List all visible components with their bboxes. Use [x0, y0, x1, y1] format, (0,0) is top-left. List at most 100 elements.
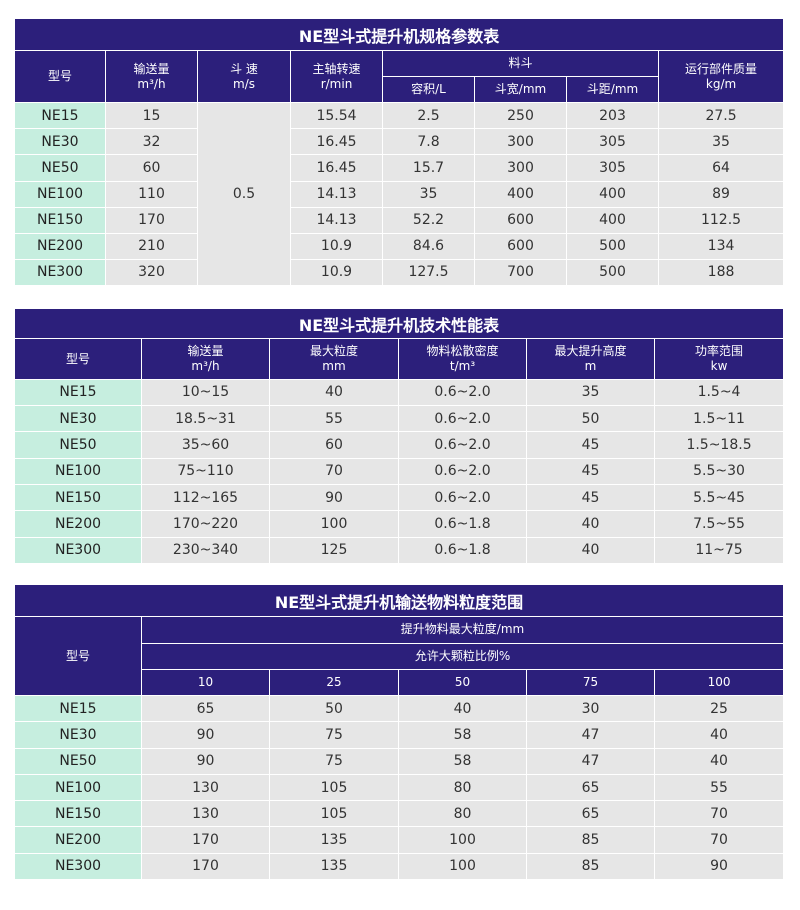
table-row: NE100 110 14.13 35 400 400 89	[14, 180, 785, 208]
perf-header-power-unit: kw	[710, 359, 728, 374]
pitch-cell: 500	[566, 232, 659, 260]
pitch-cell: 400	[566, 206, 659, 234]
table-row: NE300 170 135 100 85 90	[14, 852, 785, 881]
density-cell: 0.6~2.0	[398, 483, 527, 512]
capacity-cell: 32	[105, 128, 198, 156]
model-cell: NE200	[14, 826, 142, 854]
capacity-cell: 60	[105, 154, 198, 182]
perf-header-density: 物料松散密度 t/m³	[398, 338, 527, 380]
size-cell: 70	[269, 457, 399, 486]
pitch-cell: 305	[566, 128, 659, 156]
power-cell: 1.5~18.5	[653, 431, 785, 459]
perf-header-capacity-unit: m³/h	[191, 359, 220, 374]
spec-header-capacity-label: 输送量	[133, 61, 170, 76]
grain-header-max-size: 提升物料最大粒度/mm	[140, 616, 785, 644]
capacity-cell: 170	[105, 206, 198, 234]
density-cell: 0.6~2.0	[398, 378, 527, 407]
grain-value-cell: 135	[269, 826, 399, 854]
model-cell: NE300	[14, 258, 106, 287]
grain-value-cell: 80	[398, 800, 527, 828]
spec-header-pitch: 斗距/mm	[566, 76, 659, 104]
table-row: NE150 112~165 90 0.6~2.0 45 5.5~45	[14, 483, 785, 512]
table-row: NE15 15 0.5 15.54 2.5 250 203 27.5	[14, 102, 785, 286]
grain-value-cell: 170	[141, 852, 270, 881]
width-cell: 700	[474, 258, 567, 287]
model-cell: NE30	[14, 721, 142, 749]
grain-header-col-100: 100	[653, 668, 785, 697]
spec-table: NE型斗式提升机规格参数表 型号 输送量 m³/h 斗 速 m/s 主轴转速 r…	[13, 17, 785, 287]
height-cell: 45	[526, 431, 655, 459]
power-cell: 11~75	[653, 536, 785, 565]
model-cell: NE150	[14, 206, 106, 234]
pitch-cell: 400	[566, 180, 659, 208]
mass-cell: 112.5	[657, 206, 785, 234]
power-cell: 5.5~45	[653, 483, 785, 512]
model-cell: NE200	[14, 510, 142, 538]
mass-cell: 134	[657, 232, 785, 260]
model-cell: NE150	[14, 483, 142, 512]
width-cell: 400	[474, 180, 567, 208]
perf-header-height-label: 最大提升高度	[554, 344, 627, 359]
volume-cell: 35	[382, 180, 475, 208]
performance-table-title: NE型斗式提升机技术性能表	[13, 307, 785, 340]
capacity-cell: 10~15	[141, 378, 270, 407]
grain-value-cell: 40	[398, 695, 527, 723]
model-cell: NE15	[14, 695, 142, 723]
grain-value-cell: 100	[398, 852, 527, 881]
table-row: NE100 130 105 80 65 55	[14, 773, 785, 802]
height-cell: 40	[526, 510, 655, 538]
spec-header-shaft: 主轴转速 r/min	[290, 50, 383, 104]
grain-value-cell: 90	[141, 747, 270, 775]
capacity-cell: 110	[105, 180, 198, 208]
mass-cell: 89	[657, 180, 785, 208]
grain-value-cell: 80	[398, 773, 527, 802]
height-cell: 45	[526, 483, 655, 512]
capacity-cell: 230~340	[141, 536, 270, 565]
model-cell: NE100	[14, 457, 142, 486]
model-cell: NE50	[14, 747, 142, 775]
table-row: NE200 170 135 100 85 70	[14, 826, 785, 854]
perf-header-size: 最大粒度 mm	[269, 338, 399, 380]
grain-value-cell: 100	[398, 826, 527, 854]
density-cell: 0.6~1.8	[398, 536, 527, 565]
perf-header-density-unit: t/m³	[449, 359, 476, 374]
spec-header-shaft-label: 主轴转速	[312, 61, 361, 76]
height-cell: 35	[526, 378, 655, 407]
model-cell: NE30	[14, 405, 142, 433]
perf-header-power-label: 功率范围	[695, 344, 744, 359]
grain-value-cell: 58	[398, 747, 527, 775]
grain-value-cell: 90	[653, 852, 785, 881]
spec-header-speed: 斗 速 m/s	[197, 50, 291, 104]
grain-value-cell: 130	[141, 800, 270, 828]
grain-value-cell: 65	[526, 773, 655, 802]
spec-header-mass: 运行部件质量 kg/m	[657, 50, 785, 104]
model-cell: NE15	[14, 102, 106, 130]
grain-header-col-10: 10	[141, 668, 270, 697]
perf-header-size-unit: mm	[322, 359, 346, 374]
mass-cell: 27.5	[657, 102, 785, 130]
grain-value-cell: 70	[653, 826, 785, 854]
grain-header-col-25: 25	[269, 668, 399, 697]
capacity-cell: 210	[105, 232, 198, 260]
model-cell: NE15	[14, 378, 142, 407]
grain-value-cell: 58	[398, 721, 527, 749]
width-cell: 300	[474, 128, 567, 156]
grain-value-cell: 75	[269, 747, 399, 775]
perf-header-height-unit: m	[584, 359, 597, 374]
table-row: NE300 230~340 125 0.6~1.8 40 11~75	[14, 536, 785, 565]
grain-header-col-50: 50	[398, 668, 527, 697]
spec-header-speed-unit: m/s	[233, 76, 255, 91]
capacity-cell: 35~60	[141, 431, 270, 459]
table-row: NE30 18.5~31 55 0.6~2.0 50 1.5~11	[14, 405, 785, 433]
shaft-cell: 10.9	[290, 232, 383, 260]
perf-header-capacity: 输送量 m³/h	[141, 338, 270, 380]
shaft-cell: 16.45	[290, 128, 383, 156]
spec-table-title: NE型斗式提升机规格参数表	[13, 17, 785, 52]
capacity-cell: 18.5~31	[141, 405, 270, 433]
capacity-cell: 75~110	[141, 457, 270, 486]
power-cell: 1.5~11	[653, 405, 785, 433]
table-row: NE15 10~15 40 0.6~2.0 35 1.5~4	[14, 378, 785, 407]
spec-header-model: 型号	[14, 50, 106, 104]
table-row: NE200 210 10.9 84.6 600 500 134	[14, 232, 785, 260]
mass-cell: 64	[657, 154, 785, 182]
